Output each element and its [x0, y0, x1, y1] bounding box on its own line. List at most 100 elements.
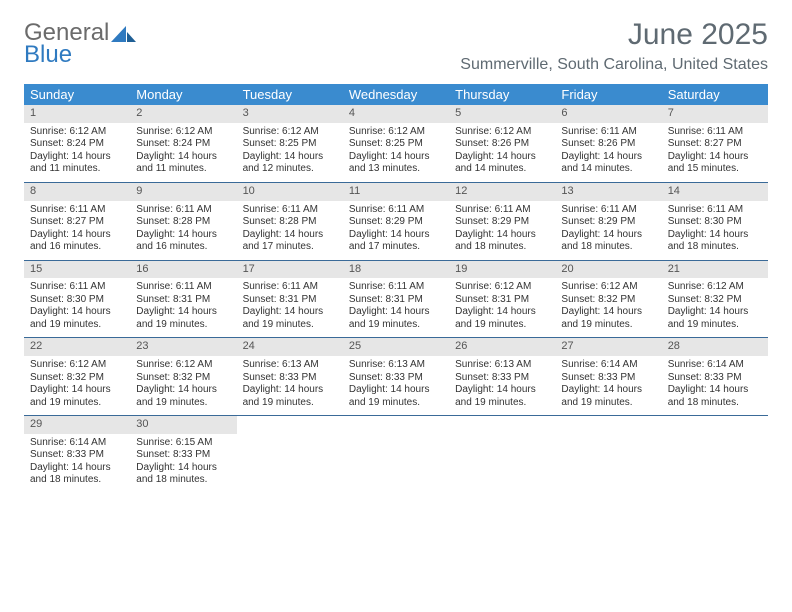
calendar-day-cell: 16Sunrise: 6:11 AMSunset: 8:31 PMDayligh…: [130, 260, 236, 338]
sunrise-line: Sunrise: 6:12 AM: [561, 281, 655, 294]
daylight-line: Daylight: 14 hours and 18 minutes.: [30, 462, 124, 487]
day-details: Sunrise: 6:14 AMSunset: 8:33 PMDaylight:…: [662, 356, 768, 415]
weekday-header: Saturday: [662, 84, 768, 105]
weekday-header: Sunday: [24, 84, 130, 105]
daylight-line: Daylight: 14 hours and 14 minutes.: [455, 151, 549, 176]
day-details: Sunrise: 6:12 AMSunset: 8:31 PMDaylight:…: [449, 278, 555, 337]
calendar-day-cell: 13Sunrise: 6:11 AMSunset: 8:29 PMDayligh…: [555, 182, 661, 260]
daylight-line: Daylight: 14 hours and 19 minutes.: [136, 384, 230, 409]
day-number: 8: [24, 183, 130, 201]
calendar-day-cell: 14Sunrise: 6:11 AMSunset: 8:30 PMDayligh…: [662, 182, 768, 260]
calendar-day-cell: 5Sunrise: 6:12 AMSunset: 8:26 PMDaylight…: [449, 105, 555, 182]
sunrise-line: Sunrise: 6:13 AM: [455, 359, 549, 372]
sunrise-line: Sunrise: 6:12 AM: [243, 126, 337, 139]
calendar-table: Sunday Monday Tuesday Wednesday Thursday…: [24, 84, 768, 493]
day-number: 17: [237, 261, 343, 279]
daylight-line: Daylight: 14 hours and 19 minutes.: [30, 384, 124, 409]
calendar-day-cell: 2Sunrise: 6:12 AMSunset: 8:24 PMDaylight…: [130, 105, 236, 182]
sunset-line: Sunset: 8:27 PM: [668, 138, 762, 151]
sunrise-line: Sunrise: 6:12 AM: [668, 281, 762, 294]
sunset-line: Sunset: 8:30 PM: [668, 216, 762, 229]
calendar-day-cell: 21Sunrise: 6:12 AMSunset: 8:32 PMDayligh…: [662, 260, 768, 338]
calendar-day-cell: 27Sunrise: 6:14 AMSunset: 8:33 PMDayligh…: [555, 338, 661, 416]
weekday-header: Thursday: [449, 84, 555, 105]
day-details: Sunrise: 6:15 AMSunset: 8:33 PMDaylight:…: [130, 434, 236, 493]
daylight-line: Daylight: 14 hours and 13 minutes.: [349, 151, 443, 176]
sunset-line: Sunset: 8:33 PM: [349, 372, 443, 385]
calendar-day-cell: 12Sunrise: 6:11 AMSunset: 8:29 PMDayligh…: [449, 182, 555, 260]
logo: General Blue: [24, 22, 137, 65]
day-details: Sunrise: 6:11 AMSunset: 8:27 PMDaylight:…: [662, 123, 768, 182]
calendar-day-cell: 15 Sunrise: 6:11 AMSunset: 8:30 PMDayligh…: [24, 260, 130, 338]
sunset-line: Sunset: 8:31 PM: [455, 294, 549, 307]
day-details: Sunrise: 6:12 AMSunset: 8:24 PMDaylight:…: [24, 123, 130, 182]
sunset-line: Sunset: 8:28 PM: [136, 216, 230, 229]
sunset-line: Sunset: 8:26 PM: [455, 138, 549, 151]
sunrise-line: Sunrise: 6:11 AM: [349, 204, 443, 217]
calendar-day-cell: 11Sunrise: 6:11 AMSunset: 8:29 PMDayligh…: [343, 182, 449, 260]
sunrise-line: Sunrise: 6:11 AM: [30, 204, 124, 217]
sunrise-line: Sunrise: 6:12 AM: [136, 359, 230, 372]
sunset-line: Sunset: 8:29 PM: [455, 216, 549, 229]
day-details: Sunrise: 6:14 AMSunset: 8:33 PMDaylight:…: [555, 356, 661, 415]
day-number: 7: [662, 105, 768, 123]
sunset-line: Sunset: 8:33 PM: [561, 372, 655, 385]
calendar-day-cell: 8Sunrise: 6:11 AMSunset: 8:27 PMDaylight…: [24, 182, 130, 260]
sunset-line: Sunset: 8:24 PM: [136, 138, 230, 151]
day-number: 28: [662, 338, 768, 356]
daylight-line: Daylight: 14 hours and 18 minutes.: [668, 229, 762, 254]
sunrise-line: Sunrise: 6:14 AM: [668, 359, 762, 372]
weekday-header: Wednesday: [343, 84, 449, 105]
day-number: 25: [343, 338, 449, 356]
day-details: Sunrise: 6:12 AMSunset: 8:32 PMDaylight:…: [555, 278, 661, 337]
sunrise-line: Sunrise: 6:11 AM: [668, 126, 762, 139]
calendar-day-cell: 7Sunrise: 6:11 AMSunset: 8:27 PMDaylight…: [662, 105, 768, 182]
day-number: 1: [24, 105, 130, 123]
calendar-day-cell: 9Sunrise: 6:11 AMSunset: 8:28 PMDaylight…: [130, 182, 236, 260]
day-number: 9: [130, 183, 236, 201]
calendar-day-cell: 6Sunrise: 6:11 AMSunset: 8:26 PMDaylight…: [555, 105, 661, 182]
sunrise-line: Sunrise: 6:11 AM: [243, 204, 337, 217]
day-number: 23: [130, 338, 236, 356]
sunset-line: Sunset: 8:33 PM: [668, 372, 762, 385]
day-number: 21: [662, 261, 768, 279]
day-details: Sunrise: 6:12 AMSunset: 8:25 PMDaylight:…: [237, 123, 343, 182]
daylight-line: Daylight: 14 hours and 19 minutes.: [243, 306, 337, 331]
calendar-day-cell: 20Sunrise: 6:12 AMSunset: 8:32 PMDayligh…: [555, 260, 661, 338]
sunrise-line: Sunrise: 6:14 AM: [30, 437, 124, 450]
sunrise-line: Sunrise: 6:12 AM: [30, 359, 124, 372]
calendar-day-cell: 17Sunrise: 6:11 AMSunset: 8:31 PMDayligh…: [237, 260, 343, 338]
weekday-header-row: Sunday Monday Tuesday Wednesday Thursday…: [24, 84, 768, 105]
sunrise-line: Sunrise: 6:12 AM: [349, 126, 443, 139]
sunrise-line: Sunrise: 6:11 AM: [30, 281, 124, 294]
sunrise-line: Sunrise: 6:12 AM: [455, 126, 549, 139]
sunrise-line: Sunrise: 6:11 AM: [561, 126, 655, 139]
daylight-line: Daylight: 14 hours and 19 minutes.: [668, 306, 762, 331]
calendar-day-cell: 26Sunrise: 6:13 AMSunset: 8:33 PMDayligh…: [449, 338, 555, 416]
sunset-line: Sunset: 8:31 PM: [243, 294, 337, 307]
calendar-week-row: 29Sunrise: 6:14 AMSunset: 8:33 PMDayligh…: [24, 416, 768, 493]
day-number: 12: [449, 183, 555, 201]
daylight-line: Daylight: 14 hours and 19 minutes.: [561, 306, 655, 331]
calendar-day-cell: [555, 416, 661, 493]
sunset-line: Sunset: 8:25 PM: [243, 138, 337, 151]
sunset-line: Sunset: 8:29 PM: [561, 216, 655, 229]
sunset-line: Sunset: 8:32 PM: [561, 294, 655, 307]
daylight-line: Daylight: 14 hours and 19 minutes.: [455, 306, 549, 331]
day-number: 11: [343, 183, 449, 201]
calendar-day-cell: 25Sunrise: 6:13 AMSunset: 8:33 PMDayligh…: [343, 338, 449, 416]
day-details: Sunrise: 6:12 AMSunset: 8:26 PMDaylight:…: [449, 123, 555, 182]
daylight-line: Daylight: 14 hours and 19 minutes.: [561, 384, 655, 409]
day-number: 10: [237, 183, 343, 201]
sunrise-line: Sunrise: 6:13 AM: [243, 359, 337, 372]
header: General Blue June 2025 Summerville, Sout…: [24, 18, 768, 74]
daylight-line: Daylight: 14 hours and 15 minutes.: [668, 151, 762, 176]
daylight-line: Daylight: 14 hours and 19 minutes.: [30, 306, 124, 331]
day-details: Sunrise: 6:11 AMSunset: 8:27 PMDaylight:…: [24, 201, 130, 260]
sunset-line: Sunset: 8:30 PM: [30, 294, 124, 307]
sunset-line: Sunset: 8:32 PM: [136, 372, 230, 385]
day-number: 15: [24, 261, 130, 279]
daylight-line: Daylight: 14 hours and 19 minutes.: [349, 306, 443, 331]
day-number: 27: [555, 338, 661, 356]
sunrise-line: Sunrise: 6:12 AM: [30, 126, 124, 139]
